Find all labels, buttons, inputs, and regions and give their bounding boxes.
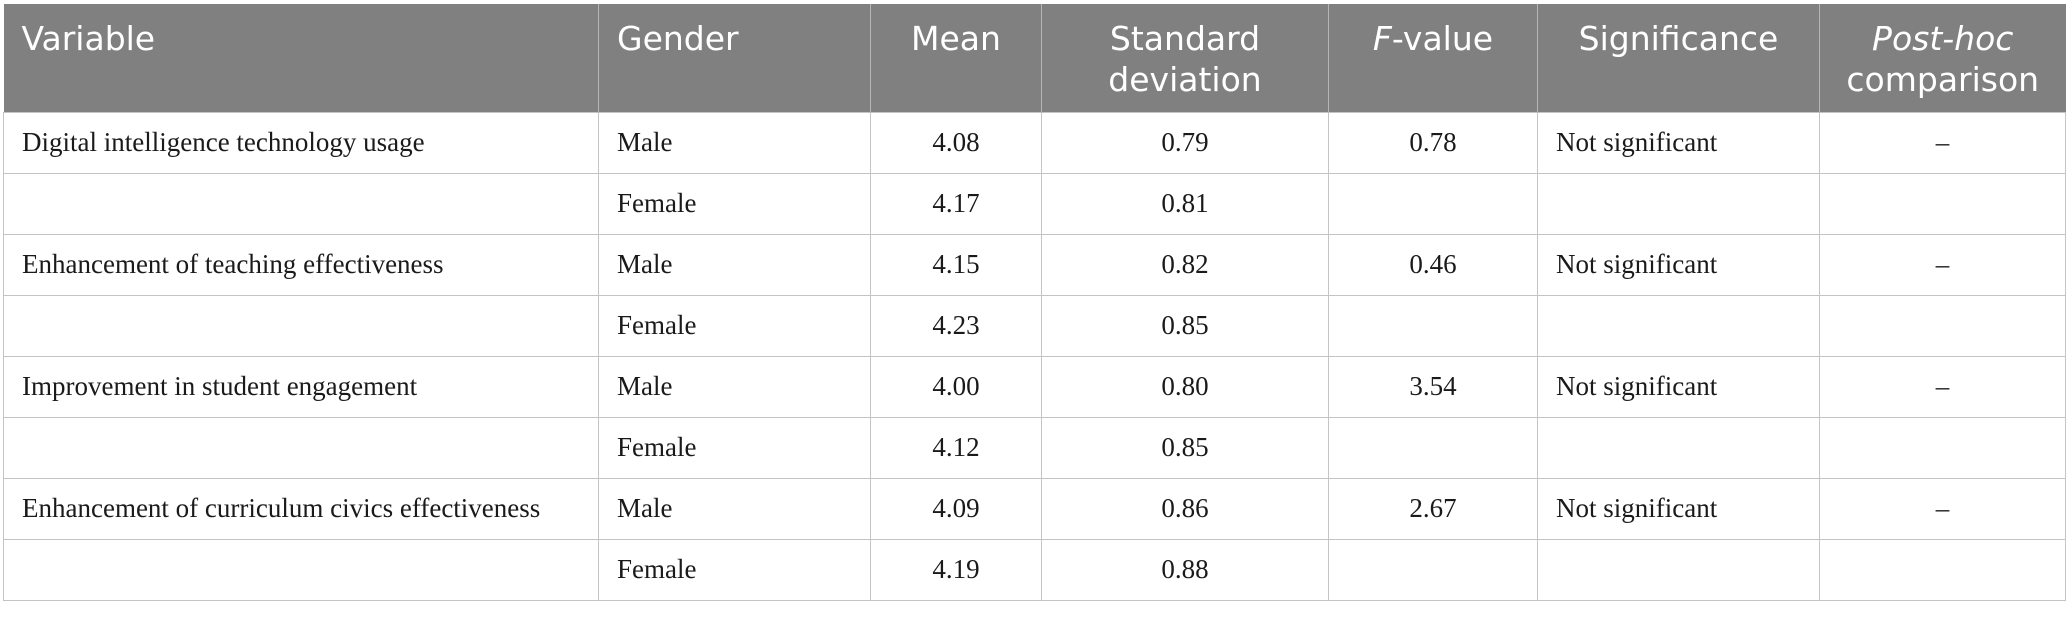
- cell-post-hoc: –: [1819, 355, 2066, 418]
- cell-f-value: 3.54: [1328, 355, 1538, 418]
- results-table: Variable Gender Mean Standard deviation F…: [3, 4, 2066, 601]
- cell-post-hoc: [1819, 172, 2066, 235]
- table-row: Enhancement of curriculum civics effecti…: [3, 477, 2066, 540]
- header-standard-deviation: Standard deviation: [1041, 4, 1329, 112]
- table-row: Enhancement of teaching effectiveness Mal…: [3, 233, 2066, 296]
- table-row: Improvement in student engagement Male 4.0…: [3, 355, 2066, 418]
- cell-mean: 4.12: [870, 416, 1042, 479]
- cell-gender: Male: [598, 233, 871, 296]
- cell-f-value: [1328, 416, 1538, 479]
- cell-f-value: 2.67: [1328, 477, 1538, 540]
- header-mean: Mean: [870, 4, 1042, 112]
- cell-gender: Female: [598, 538, 871, 601]
- cell-gender: Male: [598, 111, 871, 174]
- cell-mean: 4.15: [870, 233, 1042, 296]
- cell-post-hoc: [1819, 416, 2066, 479]
- cell-post-hoc: –: [1819, 233, 2066, 296]
- cell-mean: 4.19: [870, 538, 1042, 601]
- cell-mean: 4.09: [870, 477, 1042, 540]
- cell-standard-deviation: 0.79: [1041, 111, 1329, 174]
- header-gender: Gender: [598, 4, 871, 112]
- header-row: Variable Gender Mean Standard deviation F…: [3, 4, 2066, 112]
- table-container: Variable Gender Mean Standard deviation F…: [3, 4, 2066, 601]
- cell-significance: [1537, 416, 1820, 479]
- cell-standard-deviation: 0.82: [1041, 233, 1329, 296]
- cell-variable: [3, 538, 599, 601]
- cell-significance: Not significant: [1537, 111, 1820, 174]
- cell-standard-deviation: 0.86: [1041, 477, 1329, 540]
- cell-standard-deviation: 0.85: [1041, 294, 1329, 357]
- header-variable: Variable: [3, 4, 599, 112]
- header-significance: Significance: [1537, 4, 1820, 112]
- cell-significance: Not significant: [1537, 477, 1820, 540]
- cell-f-value: 0.78: [1328, 111, 1538, 174]
- cell-f-value: [1328, 538, 1538, 601]
- cell-standard-deviation: 0.85: [1041, 416, 1329, 479]
- cell-significance: Not significant: [1537, 355, 1820, 418]
- cell-standard-deviation: 0.80: [1041, 355, 1329, 418]
- cell-standard-deviation: 0.88: [1041, 538, 1329, 601]
- table-row: Female 4.17 0.81: [3, 172, 2066, 235]
- cell-mean: 4.17: [870, 172, 1042, 235]
- header-f-value: F-value: [1328, 4, 1538, 112]
- cell-post-hoc: [1819, 538, 2066, 601]
- cell-gender: Male: [598, 355, 871, 418]
- cell-standard-deviation: 0.81: [1041, 172, 1329, 235]
- table-row: Female 4.19 0.88: [3, 538, 2066, 601]
- cell-gender: Female: [598, 172, 871, 235]
- table-row: Female 4.12 0.85: [3, 416, 2066, 479]
- cell-variable: Enhancement of teaching effectiveness: [3, 233, 599, 296]
- cell-significance: [1537, 172, 1820, 235]
- cell-gender: Female: [598, 416, 871, 479]
- cell-f-value: [1328, 294, 1538, 357]
- cell-significance: [1537, 294, 1820, 357]
- cell-variable: [3, 294, 599, 357]
- header-post-hoc-comparison: Post-hoc comparison: [1819, 4, 2066, 112]
- cell-post-hoc: –: [1819, 477, 2066, 540]
- cell-post-hoc: –: [1819, 111, 2066, 174]
- cell-post-hoc: [1819, 294, 2066, 357]
- cell-mean: 4.23: [870, 294, 1042, 357]
- cell-variable: Digital intelligence technology usage: [3, 111, 599, 174]
- cell-f-value: 0.46: [1328, 233, 1538, 296]
- cell-variable: [3, 416, 599, 479]
- cell-f-value: [1328, 172, 1538, 235]
- cell-significance: [1537, 538, 1820, 601]
- cell-mean: 4.08: [870, 111, 1042, 174]
- table-row: Female 4.23 0.85: [3, 294, 2066, 357]
- cell-variable: Enhancement of curriculum civics effecti…: [3, 477, 599, 540]
- cell-variable: [3, 172, 599, 235]
- cell-significance: Not significant: [1537, 233, 1820, 296]
- cell-gender: Female: [598, 294, 871, 357]
- cell-gender: Male: [598, 477, 871, 540]
- cell-mean: 4.00: [870, 355, 1042, 418]
- table-row: Digital intelligence technology usage Mal…: [3, 111, 2066, 174]
- cell-variable: Improvement in student engagement: [3, 355, 599, 418]
